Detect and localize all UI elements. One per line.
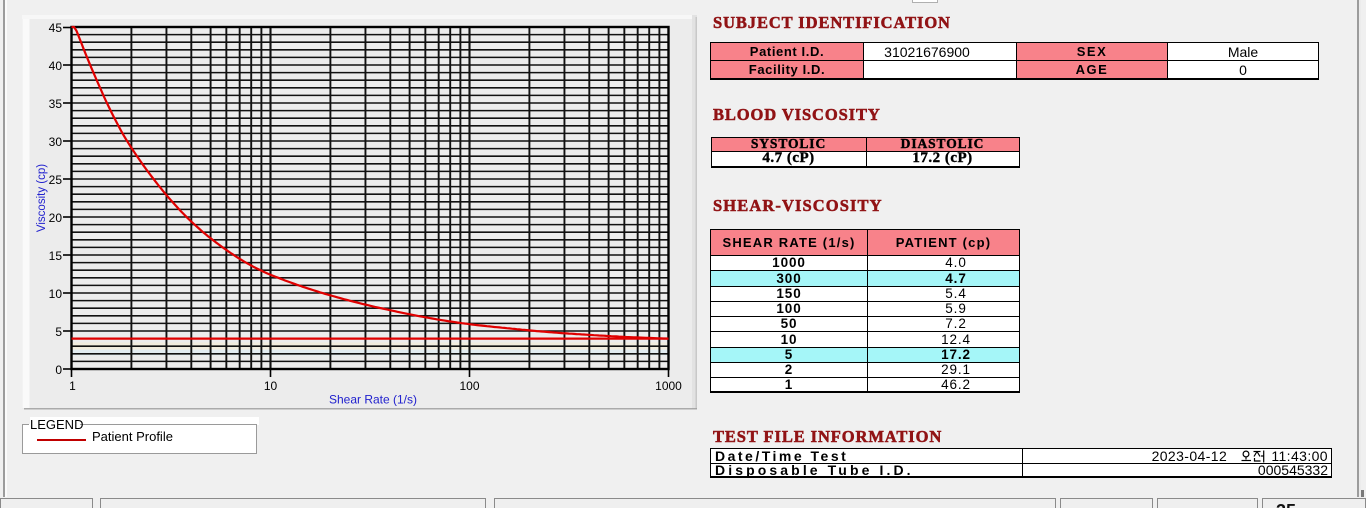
svg-text:Viscosity (cp): Viscosity (cp) bbox=[36, 164, 48, 232]
svg-text:10: 10 bbox=[49, 287, 63, 301]
svg-text:100: 100 bbox=[459, 379, 479, 393]
svg-text:10: 10 bbox=[264, 379, 278, 393]
svg-text:1: 1 bbox=[69, 379, 76, 393]
svg-text:45: 45 bbox=[49, 21, 63, 35]
svg-text:0: 0 bbox=[55, 363, 62, 377]
svg-text:Shear Rate (1/s): Shear Rate (1/s) bbox=[329, 393, 417, 407]
svg-text:40: 40 bbox=[49, 59, 63, 73]
svg-text:25: 25 bbox=[49, 173, 63, 187]
svg-text:30: 30 bbox=[49, 135, 63, 149]
svg-text:5: 5 bbox=[55, 325, 62, 339]
svg-text:20: 20 bbox=[49, 211, 63, 225]
svg-text:1000: 1000 bbox=[655, 379, 682, 393]
svg-text:15: 15 bbox=[49, 249, 63, 263]
svg-text:35: 35 bbox=[49, 97, 63, 111]
